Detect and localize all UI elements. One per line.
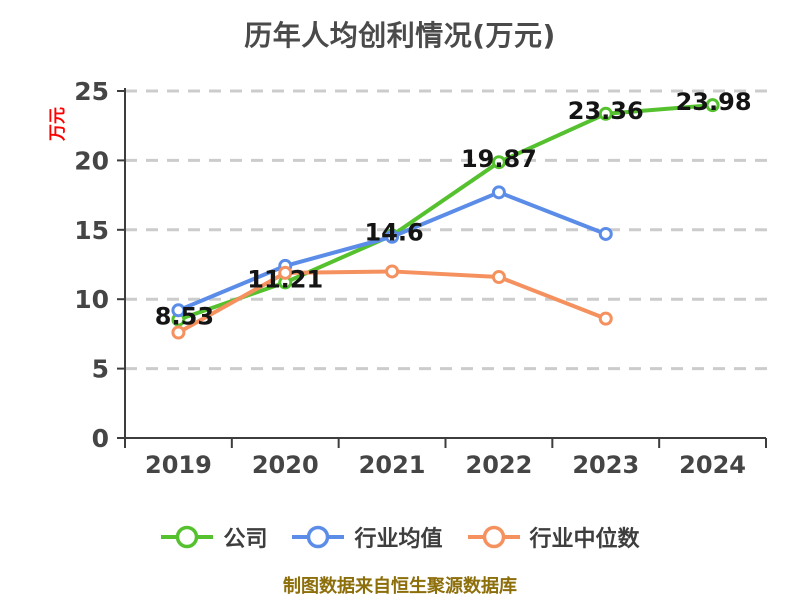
data-point [385, 264, 400, 279]
legend-item-1: 行业均值 [291, 521, 443, 553]
legend-label: 行业中位数 [529, 527, 640, 552]
data-point [598, 311, 613, 326]
data-point [278, 265, 293, 280]
data-label: 14.6 [364, 218, 423, 246]
data-point [491, 155, 506, 170]
data-label: 23.98 [676, 88, 752, 116]
data-point [491, 269, 506, 284]
x-tick-label: 2019 [145, 451, 212, 479]
data-point [385, 229, 400, 244]
legend-marker-icon [161, 525, 214, 549]
x-tick-label: 2023 [572, 451, 639, 479]
y-tick-label: 20 [74, 146, 109, 175]
legend-item-2: 行业中位数 [467, 521, 640, 553]
x-tick-label: 2021 [359, 451, 426, 479]
y-axis-unit-label: 万元 [48, 107, 68, 142]
legend: 公司 行业均值 行业中位数 [0, 521, 800, 553]
x-tick-label: 2020 [252, 451, 319, 479]
data-source-note: 制图数据来自恒生聚源数据库 [283, 576, 517, 597]
legend-label: 行业均值 [354, 527, 443, 552]
data-point [491, 185, 506, 200]
y-tick-label: 5 [92, 355, 109, 384]
chart-title: 历年人均创利情况(万元) [244, 19, 556, 52]
legend-marker-icon [467, 525, 520, 549]
data-label: 8.53 [155, 303, 214, 331]
line-series-0 [176, 103, 715, 322]
y-tick-label: 0 [92, 424, 109, 453]
y-tick-label: 15 [74, 216, 109, 245]
x-tick-label: 2022 [466, 451, 533, 479]
legend-marker-icon [292, 525, 345, 549]
data-point [705, 98, 720, 113]
y-tick-label: 10 [74, 285, 109, 314]
line-series-2 [176, 269, 608, 335]
data-point [171, 303, 186, 318]
data-point [598, 106, 613, 121]
x-tick-label: 2024 [679, 451, 746, 479]
data-label: 19.87 [461, 145, 537, 173]
data-label: 23.36 [568, 97, 644, 125]
data-point [171, 325, 186, 340]
y-tick-label: 25 [74, 77, 109, 106]
legend-item-0: 公司 [160, 521, 267, 553]
data-label: 11.21 [247, 265, 323, 293]
legend-label: 公司 [223, 527, 268, 552]
data-point [598, 226, 613, 241]
